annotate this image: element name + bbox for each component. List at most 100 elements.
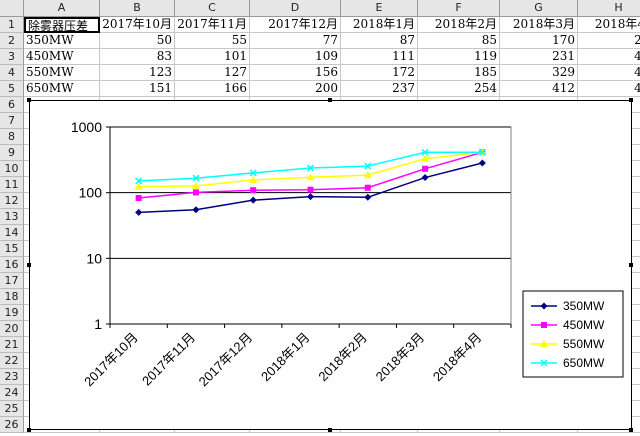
chart-handle[interactable] xyxy=(629,98,633,102)
x-tick-label: 2018年4月 xyxy=(430,330,485,385)
row-header[interactable]: 24 xyxy=(0,385,24,401)
row-header[interactable]: 26 xyxy=(0,417,24,433)
table-cell[interactable]: 350MW xyxy=(24,33,100,49)
chart-handle[interactable] xyxy=(328,98,332,102)
row-header[interactable]: 21 xyxy=(0,337,24,353)
header-cell[interactable]: 除雾器压差 xyxy=(24,17,100,33)
column-header[interactable]: F xyxy=(418,0,500,17)
data-point xyxy=(250,187,257,194)
select-all-corner[interactable] xyxy=(0,0,24,17)
row-header[interactable]: 13 xyxy=(0,209,24,225)
table-cell[interactable]: 550MW xyxy=(24,65,100,81)
chart-handle[interactable] xyxy=(27,428,31,432)
header-cell[interactable]: 2017年11月 xyxy=(175,17,250,33)
chart-area[interactable]: 1000 100 10 1 2017年10月 2017年11月 2017年12月 2018年1… xyxy=(29,100,632,430)
x-tick-label: 2018年2月 xyxy=(315,330,370,385)
table-cell[interactable]: 151 xyxy=(100,81,175,97)
row-header[interactable]: 17 xyxy=(0,273,24,289)
chart-handle[interactable] xyxy=(328,428,332,432)
data-point xyxy=(249,169,257,177)
table-cell[interactable]: 83 xyxy=(100,49,175,65)
data-point xyxy=(306,164,315,172)
row-header[interactable]: 10 xyxy=(0,161,24,177)
table-cell[interactable]: 87 xyxy=(341,33,418,49)
table-cell[interactable]: 185 xyxy=(418,65,500,81)
row-header[interactable]: 5 xyxy=(0,81,24,97)
table-cell[interactable]: 101 xyxy=(175,49,250,65)
chart-handle[interactable] xyxy=(629,263,633,267)
data-point xyxy=(192,206,200,214)
column-header[interactable]: E xyxy=(341,0,418,17)
row-header[interactable]: 15 xyxy=(0,241,24,257)
table-cell[interactable]: 85 xyxy=(418,33,500,49)
table-cell[interactable]: 156 xyxy=(250,65,341,81)
column-header[interactable]: H xyxy=(578,0,640,17)
table-cell[interactable]: 119 xyxy=(418,49,500,65)
table-cell[interactable]: 650MW xyxy=(24,81,100,97)
header-cell[interactable]: 2017年10月 xyxy=(100,17,175,33)
table-cell[interactable]: 412 xyxy=(578,81,640,97)
empty-cell[interactable] xyxy=(578,417,640,433)
row-header[interactable]: 22 xyxy=(0,353,24,369)
table-cell[interactable]: 412 xyxy=(500,81,578,97)
table-cell[interactable]: 231 xyxy=(500,49,578,65)
table-cell[interactable]: 77 xyxy=(250,33,341,49)
column-header[interactable]: A xyxy=(24,0,100,17)
row-header[interactable]: 23 xyxy=(0,369,24,385)
column-header[interactable]: D xyxy=(250,0,341,17)
table-cell[interactable]: 283 xyxy=(578,33,640,49)
row-header[interactable]: 6 xyxy=(0,97,24,113)
row-header[interactable]: 11 xyxy=(0,177,24,193)
row-header[interactable]: 12 xyxy=(0,193,24,209)
row-header[interactable]: 7 xyxy=(0,113,24,129)
header-cell[interactable]: 2018年4月 xyxy=(578,17,640,33)
data-point xyxy=(192,189,199,196)
header-cell[interactable]: 2018年3月 xyxy=(500,17,578,33)
row-header[interactable]: 4 xyxy=(0,65,24,81)
legend-marker xyxy=(540,302,548,310)
table-cell[interactable]: 172 xyxy=(341,65,418,81)
row-header[interactable]: 14 xyxy=(0,225,24,241)
column-header[interactable]: G xyxy=(500,0,578,17)
row-header[interactable]: 3 xyxy=(0,49,24,65)
table-cell[interactable]: 55 xyxy=(175,33,250,49)
row-header[interactable]: 25 xyxy=(0,401,24,417)
column-header[interactable]: B xyxy=(100,0,175,17)
y-tick-label: 1 xyxy=(94,316,102,332)
table-cell[interactable]: 329 xyxy=(500,65,578,81)
row-header[interactable]: 2 xyxy=(0,33,24,49)
row-header[interactable]: 18 xyxy=(0,289,24,305)
chart-handle[interactable] xyxy=(27,263,31,267)
row-header[interactable]: 16 xyxy=(0,257,24,273)
chart-handle[interactable] xyxy=(27,98,31,102)
legend-marker xyxy=(540,359,548,367)
row-header[interactable]: 1 xyxy=(0,17,24,33)
table-cell[interactable]: 450MW xyxy=(24,49,100,65)
table-cell[interactable]: 166 xyxy=(175,81,250,97)
table-cell[interactable]: 254 xyxy=(418,81,500,97)
legend-marker xyxy=(540,340,548,347)
data-point xyxy=(249,196,257,204)
table-cell[interactable]: 123 xyxy=(100,65,175,81)
row-header[interactable]: 8 xyxy=(0,129,24,145)
column-header[interactable]: C xyxy=(175,0,250,17)
x-tick-label: 2017年10月 xyxy=(81,330,141,390)
data-point xyxy=(135,194,142,201)
header-cell[interactable]: 2018年2月 xyxy=(418,17,500,33)
table-cell[interactable]: 109 xyxy=(250,49,341,65)
header-cell[interactable]: 2017年12月 xyxy=(250,17,341,33)
table-cell[interactable]: 111 xyxy=(341,49,418,65)
row-header[interactable]: 20 xyxy=(0,321,24,337)
row-header[interactable]: 9 xyxy=(0,145,24,161)
table-cell[interactable]: 127 xyxy=(175,65,250,81)
table-cell[interactable]: 237 xyxy=(341,81,418,97)
table-cell[interactable]: 170 xyxy=(500,33,578,49)
data-point xyxy=(478,148,486,156)
table-cell[interactable]: 412 xyxy=(578,49,640,65)
table-cell[interactable]: 50 xyxy=(100,33,175,49)
header-cell[interactable]: 2018年1月 xyxy=(341,17,418,33)
row-header[interactable]: 19 xyxy=(0,305,24,321)
table-cell[interactable]: 412 xyxy=(578,65,640,81)
chart-handle[interactable] xyxy=(629,428,633,432)
table-cell[interactable]: 200 xyxy=(250,81,341,97)
